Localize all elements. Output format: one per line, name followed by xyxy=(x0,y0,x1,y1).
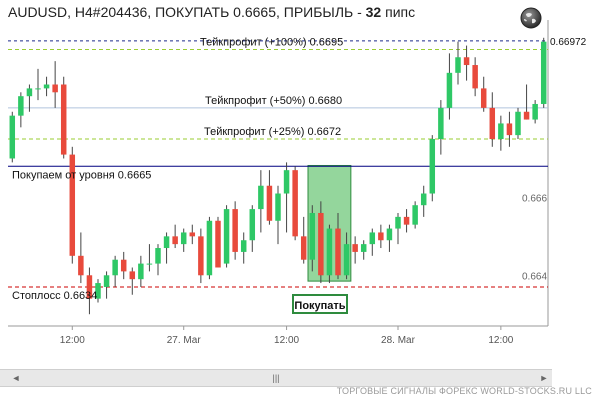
candle-body xyxy=(318,212,324,276)
globe-icon[interactable] xyxy=(520,7,542,29)
candle-body xyxy=(240,240,247,252)
candle-body xyxy=(206,220,213,276)
candle-body xyxy=(266,185,273,221)
candle-body xyxy=(506,123,513,136)
candle-body xyxy=(78,255,84,276)
candle-body xyxy=(489,107,496,140)
candle-body xyxy=(155,248,161,264)
candle-body xyxy=(138,263,144,280)
candle-body xyxy=(352,244,358,252)
title-profit-unit: пипс xyxy=(381,4,416,20)
candle-body xyxy=(309,212,316,260)
candle-body xyxy=(403,216,410,225)
candle-body xyxy=(198,236,204,276)
candle-body xyxy=(480,88,487,108)
candle-body xyxy=(515,111,521,136)
price-chart[interactable]: Тейкпрофит (+100%) 0.6695 Тейкпрофит (+50… xyxy=(0,0,600,370)
candle-body xyxy=(103,275,110,287)
candle-body xyxy=(275,193,281,221)
candle-body xyxy=(69,154,76,256)
candle-body xyxy=(180,232,187,245)
candle-body xyxy=(86,275,93,299)
chart-title: AUDUSD, H4#204436, ПОКУПАТЬ 0.6665, ПРИБ… xyxy=(8,4,415,20)
level-label-0: Тейкпрофит (+100%) 0.6695 xyxy=(200,36,343,48)
title-symbol-line: AUDUSD, H4#204436, ПОКУПАТЬ 0.6665, ПРИБ… xyxy=(8,4,366,20)
candle-body xyxy=(343,244,350,276)
level-label-2: Тейкпрофит (+25%) 0.6672 xyxy=(204,126,341,138)
candle-body xyxy=(532,103,538,120)
candle-body xyxy=(223,209,230,264)
horizontal-scrollbar[interactable]: ◄ ||| ► xyxy=(0,369,552,387)
candle-body xyxy=(120,259,127,272)
candle-body xyxy=(18,96,24,116)
candle-body xyxy=(172,236,178,245)
candle-body xyxy=(326,228,333,276)
time-tick-label: 28. Mar xyxy=(381,335,416,346)
scroll-left-arrow-icon[interactable]: ◄ xyxy=(11,373,21,383)
candle-body xyxy=(26,88,33,97)
time-tick-label: 12:00 xyxy=(60,335,85,346)
price-tick-label: 0.666 xyxy=(522,194,547,205)
footer-credit: ТОРГОВЫЕ СИГНАЛЫ ФОРЕКС WORLD-STOCKS.RU … xyxy=(336,386,592,396)
candle-body xyxy=(472,65,478,89)
candle-body xyxy=(60,84,67,155)
candle-body xyxy=(463,57,470,66)
candle-body xyxy=(95,283,101,299)
candle-body xyxy=(300,236,307,260)
candle-body xyxy=(163,236,170,249)
candle-body xyxy=(429,139,436,194)
level-label-1: Тейкпрофит (+50%) 0.6680 xyxy=(205,95,342,107)
candle-body xyxy=(360,244,367,252)
candle-body xyxy=(43,84,50,89)
candle-body xyxy=(52,84,58,93)
scroll-thumb[interactable]: ||| xyxy=(272,373,280,383)
candle-body xyxy=(189,232,196,237)
candle-body xyxy=(446,72,453,108)
candle-body xyxy=(335,228,341,276)
candle-body xyxy=(438,107,444,140)
price-tick-label: 0.664 xyxy=(522,272,547,283)
time-tick-label: 27. Mar xyxy=(167,335,202,346)
buy-button[interactable]: Покупать xyxy=(292,294,348,314)
candle-body xyxy=(215,220,221,268)
candle-body xyxy=(249,209,256,241)
candle-body xyxy=(112,259,118,276)
level-label-3: Покупаем от уровня 0.6665 xyxy=(12,169,151,181)
candle-body xyxy=(292,170,298,237)
candle-body xyxy=(283,170,290,194)
level-label-4: Стоплосс 0.6634 xyxy=(12,290,97,302)
candle-body xyxy=(395,216,401,229)
candle-body xyxy=(523,111,530,120)
candle-body xyxy=(369,232,376,245)
title-profit-pips: 32 xyxy=(365,4,382,20)
candle-body xyxy=(378,232,384,241)
candle-body xyxy=(258,185,264,210)
candle-body xyxy=(455,57,461,73)
candle-body xyxy=(35,88,41,90)
time-tick-label: 12:00 xyxy=(274,335,299,346)
candle-body xyxy=(420,193,427,206)
candle-body xyxy=(498,123,504,140)
price-tick-label: 0.66972 xyxy=(550,37,587,48)
candle-body xyxy=(232,209,238,252)
candle-body xyxy=(146,263,153,265)
scroll-right-arrow-icon[interactable]: ► xyxy=(539,373,549,383)
candle-body xyxy=(386,228,393,241)
candle-body xyxy=(129,271,136,280)
candle-body xyxy=(9,115,16,159)
candle-body xyxy=(412,205,418,225)
time-tick-label: 12:00 xyxy=(488,335,513,346)
candle-body xyxy=(540,41,547,104)
